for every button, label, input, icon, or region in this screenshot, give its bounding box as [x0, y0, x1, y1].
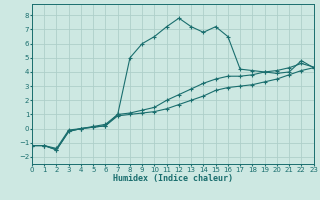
- X-axis label: Humidex (Indice chaleur): Humidex (Indice chaleur): [113, 174, 233, 183]
